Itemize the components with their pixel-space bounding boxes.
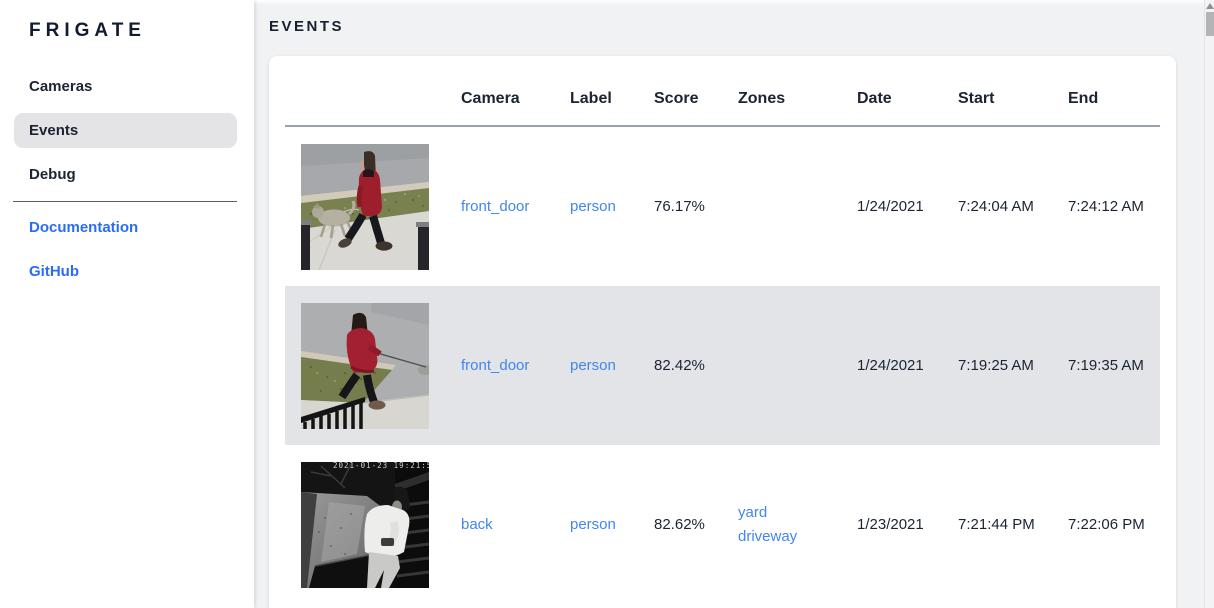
sidebar-item-github[interactable]: GitHub xyxy=(29,263,79,280)
score-value: 76.17% xyxy=(654,198,705,215)
sidebar: FRIGATE Cameras Events Debug Documentation… xyxy=(0,0,254,608)
events-page: EVENTS Camera Label Score Zones Date Sta… xyxy=(254,0,1214,608)
person-red-coat xyxy=(338,150,393,251)
scrollbar-up-arrow[interactable] xyxy=(1205,3,1214,9)
event-thumbnail-person-red-hoodie-leash[interactable] xyxy=(301,302,429,429)
sidebar-item-debug[interactable]: Debug xyxy=(29,166,76,183)
sidebar-item-documentation[interactable]: Documentation xyxy=(29,219,139,236)
zones-cell: yard driveway xyxy=(722,501,841,549)
thumbnail-cell xyxy=(285,302,445,429)
start-time-value: 7:21:44 PM xyxy=(958,516,1035,533)
page-title: EVENTS xyxy=(269,18,345,35)
table-row[interactable]: 2021-01-23 19:21:52 back person 82.62% y… xyxy=(285,445,1160,604)
scene-day-person-dog xyxy=(301,143,429,270)
label-link[interactable]: person xyxy=(570,198,616,215)
column-header-zones: Zones xyxy=(738,89,786,107)
start-time-value: 7:19:25 AM xyxy=(958,357,1034,374)
thumbnail-cell xyxy=(285,143,445,270)
column-header-camera: Camera xyxy=(461,89,520,107)
column-header-start: Start xyxy=(958,89,995,107)
events-card: Camera Label Score Zones Date Start End xyxy=(269,56,1176,608)
score-value: 82.62% xyxy=(654,516,705,533)
end-time-value: 7:19:35 AM xyxy=(1068,357,1144,374)
sidebar-external-links: Documentation GitHub xyxy=(0,210,254,289)
dog-blur xyxy=(418,364,429,375)
leash xyxy=(376,351,427,368)
label-link[interactable]: person xyxy=(570,357,616,374)
date-value: 1/24/2021 xyxy=(857,198,924,215)
railing xyxy=(301,396,365,429)
column-header-date: Date xyxy=(857,89,892,107)
person-white-shirt xyxy=(364,486,410,588)
camera-link[interactable]: front_door xyxy=(461,198,530,215)
events-table-body: front_door person 76.17% 1/24/2021 7:24:… xyxy=(285,127,1160,604)
app-logo: FRIGATE xyxy=(29,20,146,41)
camera-link[interactable]: front_door xyxy=(461,357,530,374)
table-row[interactable]: front_door person 82.42% 1/24/2021 7:19:… xyxy=(285,286,1160,445)
table-row[interactable]: front_door person 76.17% 1/24/2021 7:24:… xyxy=(285,127,1160,286)
scrollbar-thumb[interactable] xyxy=(1206,12,1214,36)
grass-texture xyxy=(309,365,377,392)
end-time-value: 7:22:06 PM xyxy=(1068,516,1145,533)
camera-timestamp-overlay: 2021-01-23 19:21:52 xyxy=(333,462,429,470)
scene-night-person: 2021-01-23 19:21:52 xyxy=(301,461,429,588)
start-time-value: 7:24:04 AM xyxy=(958,198,1034,215)
end-time-value: 7:24:12 AM xyxy=(1068,198,1144,215)
dog xyxy=(312,199,356,238)
date-value: 1/23/2021 xyxy=(857,516,924,533)
person-red-hoodie xyxy=(338,312,386,410)
sidebar-item-cameras[interactable]: Cameras xyxy=(29,78,93,95)
column-header-end: End xyxy=(1068,89,1099,107)
sidebar-nav: Cameras Events Debug xyxy=(0,69,254,192)
scene-day-person-leash xyxy=(301,302,429,429)
table-header-row: Camera Label Score Zones Date Start End xyxy=(285,72,1160,127)
event-thumbnail-night-person-white-shirt[interactable]: 2021-01-23 19:21:52 xyxy=(301,461,429,588)
thumbnail-cell: 2021-01-23 19:21:52 xyxy=(285,461,445,588)
date-value: 1/24/2021 xyxy=(857,357,924,374)
zone-link[interactable]: driveway xyxy=(738,527,798,545)
sidebar-divider xyxy=(13,201,237,202)
column-header-label: Label xyxy=(570,89,612,107)
column-header-score: Score xyxy=(654,89,699,107)
ground-texture xyxy=(318,512,352,555)
score-value: 82.42% xyxy=(654,357,705,374)
zone-link[interactable]: yard xyxy=(738,503,768,521)
label-link[interactable]: person xyxy=(570,516,616,533)
sidebar-item-events[interactable]: Events xyxy=(14,113,237,148)
camera-link[interactable]: back xyxy=(461,516,493,533)
page-scrollbar[interactable] xyxy=(1204,0,1214,608)
event-thumbnail-person-red-coat-walking-dog[interactable] xyxy=(301,143,429,270)
